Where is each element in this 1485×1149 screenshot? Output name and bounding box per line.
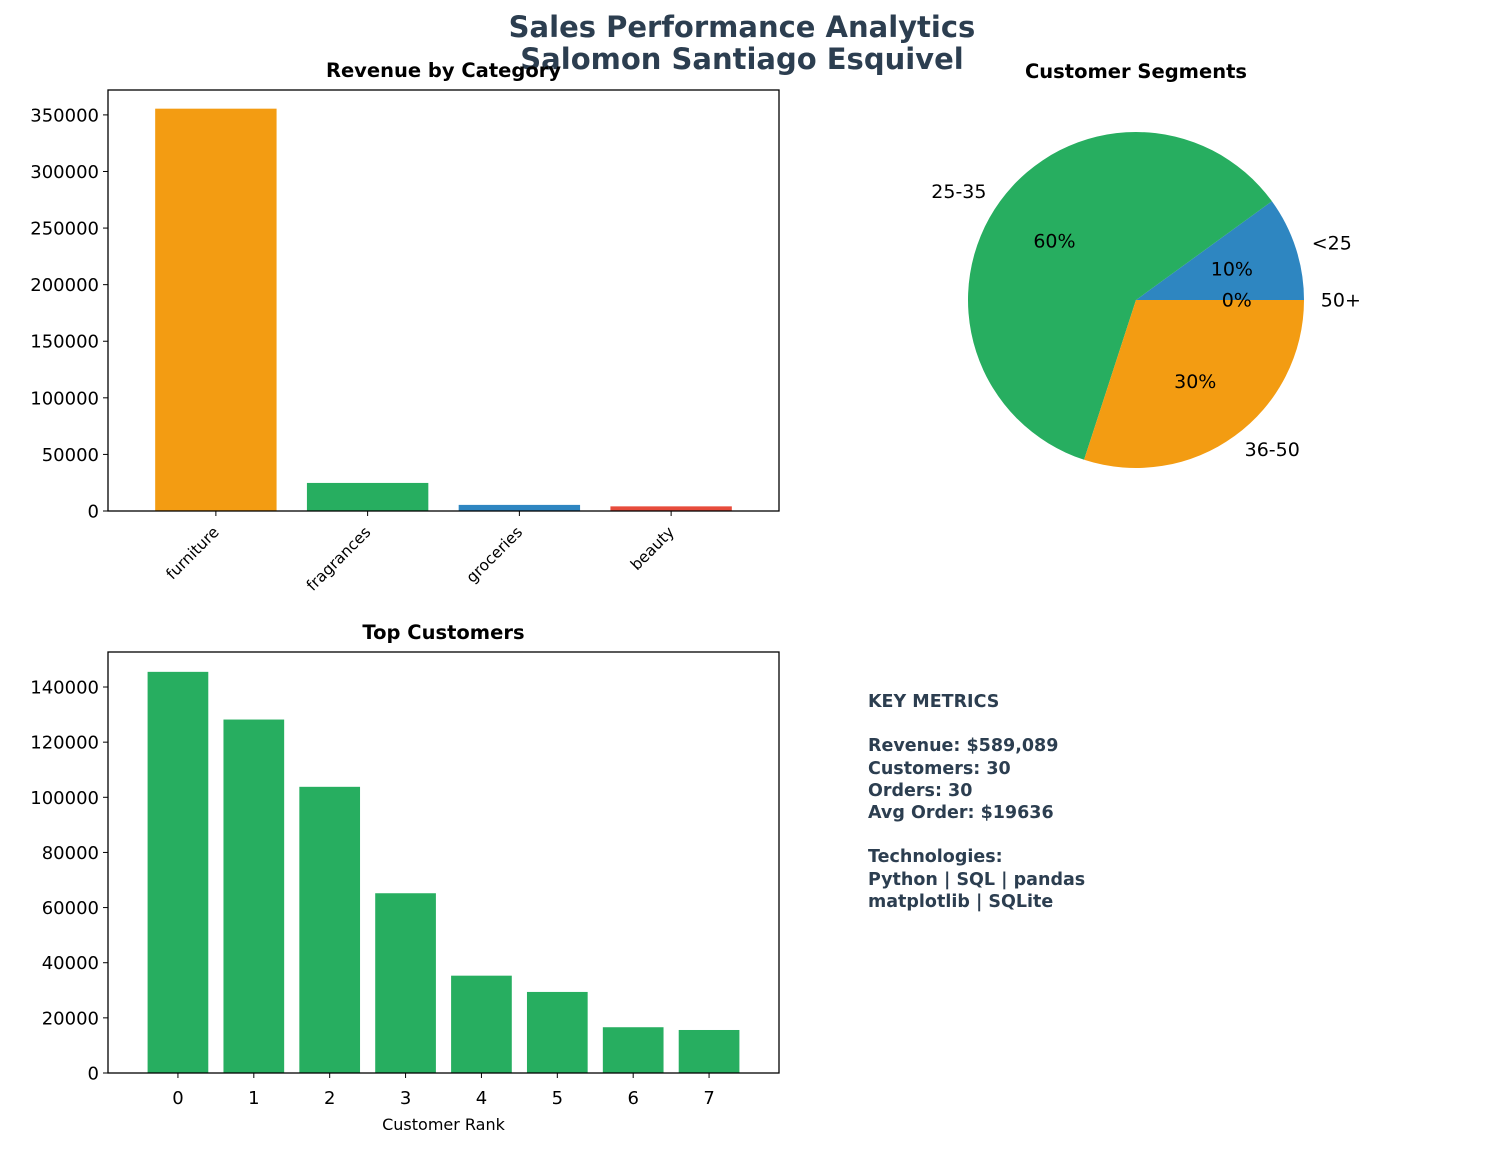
pie-percent-label: 30% bbox=[1174, 371, 1216, 393]
bar bbox=[458, 504, 581, 511]
pie-percent-label: 10% bbox=[1211, 258, 1253, 280]
plot-frame bbox=[107, 89, 780, 512]
pie-label: <25 bbox=[1312, 232, 1352, 254]
metric-customers: Customers: 30 bbox=[868, 758, 1011, 779]
y-tick-label: 300000 bbox=[30, 162, 99, 183]
metrics-spacer bbox=[868, 713, 1085, 735]
chart-title: Top Customers bbox=[362, 621, 524, 644]
y-tick-label: 0 bbox=[88, 502, 99, 523]
metric-avg-order: Avg Order: $19636 bbox=[868, 803, 1054, 823]
y-tick-label: 20000 bbox=[42, 1008, 99, 1029]
x-tick-label: fragrances bbox=[303, 523, 374, 594]
pie-slice bbox=[967, 131, 1272, 460]
revenue-by-category-chart: furniture fragrances groceries beauty 0 50000… bbox=[30, 59, 780, 595]
customer-segments-chart: <25 10% 25-35 60% 36-50 30% 50+ 0% Customer Segm… bbox=[931, 60, 1361, 468]
pie-percent-label: 60% bbox=[1033, 230, 1075, 252]
x-axis-label: Customer Rank bbox=[382, 1115, 506, 1134]
chart-title: Customer Segments bbox=[1025, 60, 1247, 83]
metric-revenue: Revenue: $589,089 bbox=[868, 736, 1059, 757]
pie-slice bbox=[1084, 300, 1304, 468]
x-tick-label: beauty bbox=[627, 523, 678, 574]
y-tick-label: 100000 bbox=[30, 788, 99, 809]
top-customers-chart: 0 1 2 3 4 5 6 7 0 20000 40000 60000 80000 100000 12000… bbox=[30, 621, 780, 1134]
pie-label: 50+ bbox=[1321, 290, 1361, 312]
y-tick-label: 120000 bbox=[30, 733, 99, 754]
x-tick-label: 6 bbox=[627, 1088, 638, 1109]
x-tick-label: 2 bbox=[324, 1088, 335, 1109]
bar bbox=[299, 786, 361, 1073]
key-metrics-panel: KEY METRICS Revenue: $589,089 Customers:… bbox=[868, 691, 1085, 913]
y-tick-label: 350000 bbox=[30, 105, 99, 126]
bar bbox=[451, 975, 512, 1073]
x-tick-label: 3 bbox=[400, 1088, 411, 1109]
bar bbox=[306, 482, 429, 511]
y-tick-label: 150000 bbox=[30, 332, 99, 353]
bar bbox=[147, 671, 209, 1073]
pie-percent-label: 0% bbox=[1222, 290, 1252, 312]
x-tick-label: 0 bbox=[172, 1088, 183, 1109]
technologies-heading: Technologies: bbox=[868, 847, 1003, 868]
x-tick-label: 5 bbox=[552, 1088, 563, 1109]
plot-frame bbox=[107, 651, 780, 1074]
bar bbox=[610, 506, 732, 511]
y-tick-label: 100000 bbox=[30, 388, 99, 409]
y-tick-label: 140000 bbox=[30, 678, 99, 699]
bar bbox=[678, 1029, 740, 1073]
pie-slice bbox=[1136, 201, 1304, 300]
figure-subtitle: Salomon Santiago Esquivel bbox=[520, 42, 963, 76]
metrics-spacer bbox=[868, 824, 1085, 846]
pie-label: 36-50 bbox=[1245, 439, 1300, 461]
x-tick-label: 7 bbox=[703, 1088, 714, 1109]
technologies-line-2: matplotlib | SQLite bbox=[868, 891, 1054, 912]
y-tick-label: 50000 bbox=[42, 445, 99, 466]
x-tick-label: furniture bbox=[163, 523, 223, 583]
x-tick-label: groceries bbox=[463, 523, 526, 586]
metric-orders: Orders: 30 bbox=[868, 780, 973, 801]
chart-title: Revenue by Category bbox=[326, 59, 561, 82]
y-tick-label: 200000 bbox=[30, 275, 99, 296]
bar bbox=[155, 108, 277, 511]
technologies-line-1: Python | SQL | pandas bbox=[868, 869, 1086, 890]
y-tick-label: 250000 bbox=[30, 219, 99, 240]
bar bbox=[602, 1027, 664, 1073]
y-tick-label: 0 bbox=[88, 1064, 99, 1085]
y-tick-label: 80000 bbox=[42, 843, 99, 864]
figure-title: Sales Performance Analytics bbox=[509, 10, 976, 44]
bar bbox=[223, 719, 285, 1073]
x-tick-label: 1 bbox=[248, 1088, 259, 1109]
pie-label: 25-35 bbox=[931, 181, 986, 203]
y-tick-label: 40000 bbox=[42, 953, 99, 974]
metrics-heading: KEY METRICS bbox=[868, 692, 1000, 712]
bar bbox=[526, 991, 588, 1073]
y-tick-label: 60000 bbox=[42, 898, 99, 919]
x-tick-label: 4 bbox=[476, 1088, 487, 1109]
bar bbox=[375, 893, 436, 1073]
